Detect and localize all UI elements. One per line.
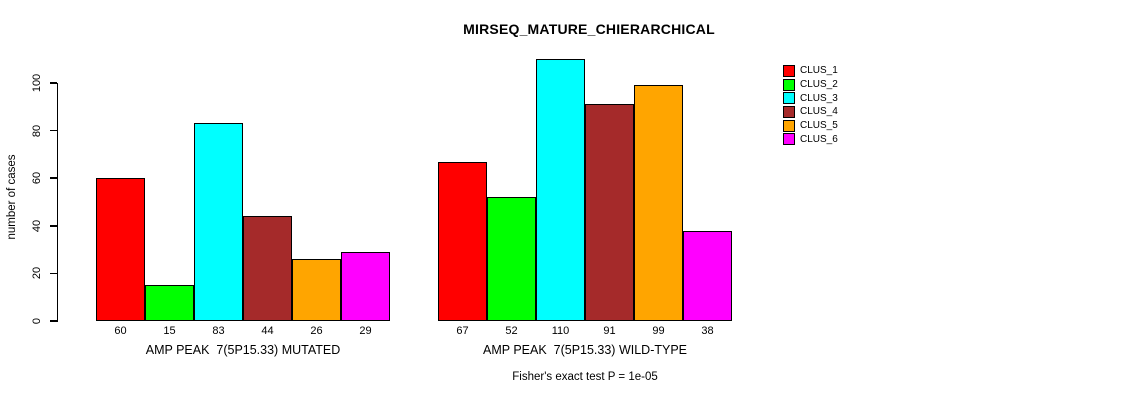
y-axis-tick-label: 40 [31, 219, 43, 232]
bar [585, 104, 634, 321]
group-label: AMP PEAK 7(5P15.33) WILD-TYPE [482, 343, 688, 357]
bar-value-label: 29 [359, 325, 372, 337]
legend-swatch [783, 64, 795, 77]
bar-value-label: 15 [163, 325, 176, 337]
y-axis-tick-label: 60 [31, 172, 43, 185]
fisher-test-annotation: Fisher's exact test P = 1e-05 [512, 371, 658, 383]
bar [145, 285, 194, 321]
y-axis-tick-label: 20 [31, 267, 43, 280]
legend-label: CLUS_3 [800, 92, 838, 104]
legend-swatch [783, 78, 795, 91]
y-axis-tick [49, 225, 57, 227]
bar-value-label: 26 [310, 325, 323, 337]
y-axis-title: number of cases [6, 154, 18, 240]
legend-swatch [783, 92, 795, 105]
legend-label: CLUS_4 [800, 106, 838, 118]
legend-label: CLUS_2 [800, 79, 838, 91]
bar [536, 59, 585, 321]
bar-value-label: 99 [652, 325, 665, 337]
legend-item: CLUS_2 [783, 78, 838, 92]
bar-value-label: 110 [551, 325, 570, 337]
legend: CLUS_1 CLUS_2 CLUS_3 CLUS_4 CLUS_5 CLUS_6 [783, 64, 838, 146]
y-axis-tick [49, 177, 57, 179]
legend-label: CLUS_1 [800, 65, 838, 77]
bar [292, 259, 341, 321]
bar-value-label: 38 [701, 325, 714, 337]
y-axis-tick-label: 80 [31, 124, 43, 137]
bar-value-label: 44 [261, 325, 274, 337]
y-axis-tick [49, 320, 57, 322]
bar [243, 216, 292, 321]
bar [438, 161, 487, 321]
legend-item: CLUS_3 [783, 91, 838, 105]
chart-title: MIRSEQ_MATURE_CHIERARCHICAL [463, 21, 715, 37]
bar [194, 123, 243, 321]
y-axis-tick-label: 0 [31, 317, 43, 325]
bar [341, 251, 390, 321]
bar [96, 178, 145, 321]
bar [634, 85, 683, 321]
y-axis-tick [49, 272, 57, 275]
bar [683, 230, 732, 321]
bar [487, 197, 536, 321]
y-axis-tick [49, 129, 57, 132]
legend-item: CLUS_6 [783, 132, 838, 146]
legend-item: CLUS_1 [783, 64, 838, 78]
group-label: AMP PEAK 7(5P15.33) MUTATED [145, 343, 341, 357]
y-axis-tick [49, 82, 57, 84]
bar-value-label: 67 [456, 325, 469, 337]
y-axis-tick-label: 100 [31, 73, 43, 93]
legend-swatch [783, 105, 795, 118]
y-axis-line [56, 83, 58, 322]
legend-swatch [783, 133, 795, 146]
legend-item: CLUS_5 [783, 119, 838, 133]
legend-swatch [783, 119, 795, 132]
legend-item: CLUS_4 [783, 105, 838, 119]
legend-label: CLUS_6 [800, 133, 838, 145]
bar-value-label: 83 [212, 325, 225, 337]
bar-value-label: 91 [603, 325, 616, 337]
bar-value-label: 52 [505, 325, 518, 337]
legend-label: CLUS_5 [800, 120, 838, 132]
bar-value-label: 60 [114, 325, 127, 337]
